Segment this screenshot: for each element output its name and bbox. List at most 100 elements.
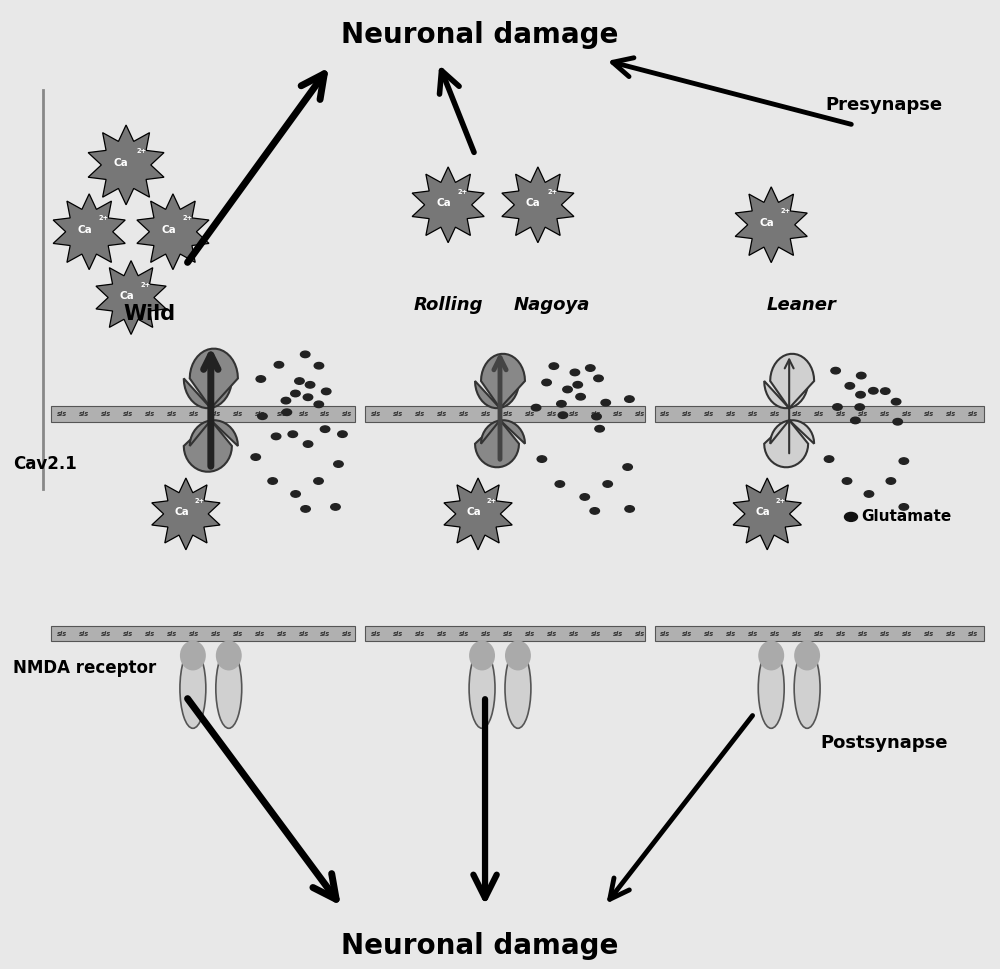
Text: sis: sis <box>123 411 133 418</box>
Ellipse shape <box>573 382 582 388</box>
Text: Ca: Ca <box>756 507 770 517</box>
Ellipse shape <box>300 351 310 358</box>
Ellipse shape <box>542 379 551 386</box>
Ellipse shape <box>845 513 857 521</box>
Text: sis: sis <box>547 631 557 637</box>
Ellipse shape <box>305 382 315 388</box>
Ellipse shape <box>758 648 784 729</box>
Ellipse shape <box>869 388 878 394</box>
Text: sis: sis <box>547 411 557 418</box>
Polygon shape <box>764 381 808 408</box>
Text: sis: sis <box>814 411 824 418</box>
Text: Glutamate: Glutamate <box>861 510 951 524</box>
Text: sis: sis <box>902 411 912 418</box>
Text: sis: sis <box>946 411 956 418</box>
Text: sis: sis <box>525 411 535 418</box>
Text: sis: sis <box>924 411 934 418</box>
Text: sis: sis <box>211 631 221 637</box>
Text: sis: sis <box>233 631 243 637</box>
Text: sis: sis <box>792 411 802 418</box>
Polygon shape <box>733 478 801 549</box>
Text: sis: sis <box>613 411 623 418</box>
Ellipse shape <box>338 431 347 437</box>
Ellipse shape <box>794 641 820 671</box>
Text: sis: sis <box>459 411 469 418</box>
Polygon shape <box>481 421 525 444</box>
Ellipse shape <box>794 648 820 729</box>
Ellipse shape <box>291 391 300 396</box>
Text: sis: sis <box>123 631 133 637</box>
Polygon shape <box>481 354 525 408</box>
Ellipse shape <box>576 393 585 400</box>
Ellipse shape <box>595 425 604 432</box>
Text: 2+: 2+ <box>781 208 791 214</box>
Text: sis: sis <box>634 411 645 418</box>
Text: Ca: Ca <box>119 291 134 300</box>
Ellipse shape <box>833 404 842 410</box>
Text: Ca: Ca <box>174 507 189 517</box>
Text: Wild: Wild <box>123 304 175 325</box>
Ellipse shape <box>563 387 572 392</box>
Text: sis: sis <box>211 411 221 418</box>
Ellipse shape <box>288 431 298 437</box>
Ellipse shape <box>314 478 323 484</box>
Text: sis: sis <box>145 411 155 418</box>
Text: sis: sis <box>79 411 89 418</box>
Text: sis: sis <box>298 411 309 418</box>
Ellipse shape <box>537 455 547 462</box>
Text: Cav2.1: Cav2.1 <box>13 455 77 473</box>
Ellipse shape <box>558 412 568 419</box>
Text: Ca: Ca <box>436 198 451 208</box>
Ellipse shape <box>282 409 292 416</box>
Ellipse shape <box>590 508 599 515</box>
Ellipse shape <box>303 394 313 400</box>
Text: sis: sis <box>880 631 890 637</box>
Text: sis: sis <box>660 631 671 637</box>
Ellipse shape <box>291 490 300 497</box>
Ellipse shape <box>331 504 340 510</box>
Text: Postsynapse: Postsynapse <box>820 735 948 752</box>
Ellipse shape <box>625 506 634 513</box>
Ellipse shape <box>856 391 865 398</box>
Text: sis: sis <box>924 631 934 637</box>
Ellipse shape <box>851 418 860 423</box>
Text: 2+: 2+ <box>487 498 497 504</box>
Text: sis: sis <box>525 631 535 637</box>
Ellipse shape <box>580 494 589 500</box>
Ellipse shape <box>251 453 260 460</box>
Text: 2+: 2+ <box>182 215 192 222</box>
Text: 2+: 2+ <box>547 189 557 195</box>
Text: sis: sis <box>415 411 425 418</box>
Polygon shape <box>137 194 209 269</box>
Text: sis: sis <box>503 411 513 418</box>
Polygon shape <box>735 187 807 263</box>
Ellipse shape <box>531 404 541 411</box>
Ellipse shape <box>601 399 610 406</box>
Text: Ca: Ca <box>759 218 774 228</box>
Text: Neuronal damage: Neuronal damage <box>341 21 619 49</box>
Text: sis: sis <box>613 631 623 637</box>
Polygon shape <box>770 354 814 408</box>
Ellipse shape <box>886 478 896 484</box>
Text: sis: sis <box>298 631 309 637</box>
FancyBboxPatch shape <box>365 406 645 422</box>
Polygon shape <box>475 381 519 408</box>
Text: sis: sis <box>704 411 715 418</box>
Ellipse shape <box>549 362 559 369</box>
Text: sis: sis <box>342 411 353 418</box>
Text: sis: sis <box>814 631 824 637</box>
Text: Ca: Ca <box>526 198 541 208</box>
Text: sis: sis <box>371 631 381 637</box>
Text: sis: sis <box>569 631 579 637</box>
Ellipse shape <box>505 641 531 671</box>
Text: sis: sis <box>503 631 513 637</box>
Ellipse shape <box>864 490 874 497</box>
Text: Ca: Ca <box>161 225 176 234</box>
Ellipse shape <box>274 361 284 368</box>
Text: sis: sis <box>591 631 601 637</box>
Text: Ca: Ca <box>77 225 92 234</box>
Ellipse shape <box>831 367 840 374</box>
Text: sis: sis <box>726 411 736 418</box>
Text: sis: sis <box>968 631 978 637</box>
FancyBboxPatch shape <box>655 626 984 641</box>
